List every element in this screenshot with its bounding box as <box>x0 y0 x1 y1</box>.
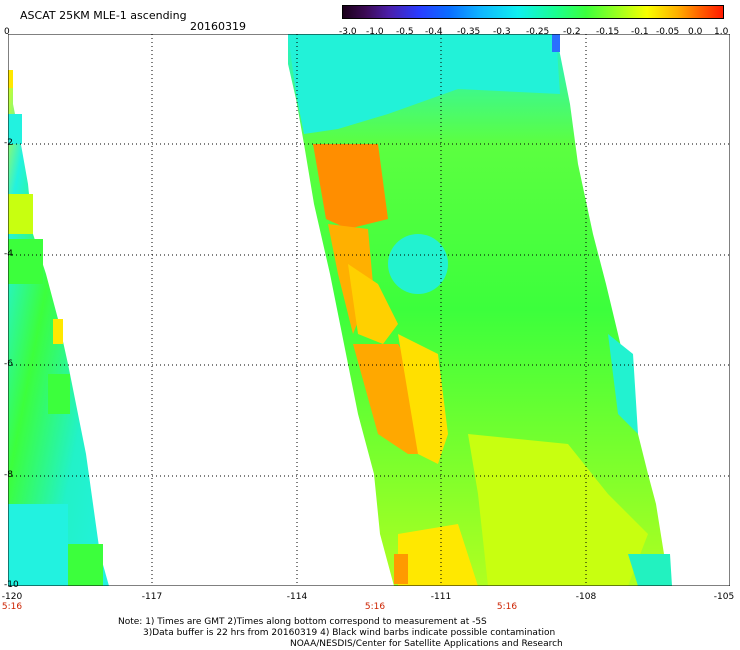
left-swath-patch <box>53 319 63 344</box>
left-swath-patch <box>68 544 103 586</box>
right-swath-patch <box>552 34 560 52</box>
colorbar-label: -1.0 <box>366 27 384 37</box>
grid <box>8 34 730 586</box>
left-swath-patch <box>8 239 43 284</box>
note-line-3: NOAA/NESDIS/Center for Satellite Applica… <box>290 639 563 649</box>
map-date: 20160319 <box>190 20 246 33</box>
map-title: ASCAT 25KM MLE-1 ascending <box>20 9 187 22</box>
left-swath-patch <box>48 374 70 414</box>
right-swath-patch <box>348 264 398 344</box>
right-swath-patch <box>468 434 648 586</box>
x-tick-label: -114 <box>286 592 308 602</box>
colorbar-label: -3.0 <box>339 27 357 37</box>
right-swath-patch <box>398 524 478 586</box>
colorbar-label: -0.1 <box>631 27 649 37</box>
x-tick-label: -120 <box>1 592 23 602</box>
x-tick-label: -105 <box>713 592 735 602</box>
right-swath-patch <box>388 234 448 294</box>
y-tick-label: -2 <box>4 138 13 148</box>
right-swath <box>288 34 672 586</box>
right-swath-patch <box>394 554 408 584</box>
y-tick-label: -10 <box>4 580 19 590</box>
colorbar-label: -0.25 <box>526 27 550 37</box>
colorbar-label: -0.2 <box>563 27 581 37</box>
right-swath-patch <box>398 334 448 464</box>
x-tick-label: -111 <box>430 592 452 602</box>
x-tick-label: -117 <box>141 592 163 602</box>
colorbar-label: -0.15 <box>596 27 620 37</box>
swath-map <box>8 34 730 586</box>
right-swath-patch <box>313 144 388 229</box>
colorbar-label: -0.05 <box>656 27 680 37</box>
color-scale-bar <box>342 5 724 19</box>
y-tick-label: -4 <box>4 249 13 259</box>
left-swath-patch <box>8 504 68 586</box>
left-swath-patch <box>8 194 33 234</box>
note-line-1: Note: 1) Times are GMT 2)Times along bot… <box>118 617 487 627</box>
colorbar-label: -0.4 <box>425 27 443 37</box>
colorbar-label: -0.3 <box>493 27 511 37</box>
right-swath-patch <box>608 334 638 434</box>
note-line-2: 3)Data buffer is 22 hrs from 20160319 4)… <box>143 628 556 638</box>
y-tick-label: -8 <box>4 470 13 480</box>
right-swath-patch <box>628 554 672 586</box>
time-label: 5:16 <box>1 602 23 612</box>
color-scale-labels: -3.0 -1.0 -0.5 -0.4 -0.35 -0.3 -0.25 -0.… <box>326 27 740 39</box>
x-tick-label: -108 <box>575 592 597 602</box>
time-label: 5:16 <box>496 602 518 612</box>
time-label: 5:16 <box>364 602 386 612</box>
colorbar-label: 0.0 <box>688 27 703 37</box>
colorbar-label: 1.0 <box>714 27 729 37</box>
colorbar-label: -0.35 <box>457 27 481 37</box>
left-swath-patch <box>8 70 13 88</box>
y-tick-label: -6 <box>4 359 13 369</box>
y-tick-label: 0 <box>4 27 10 37</box>
left-swath-patch <box>8 114 22 144</box>
colorbar-label: -0.5 <box>396 27 414 37</box>
right-swath-patch <box>288 34 560 134</box>
